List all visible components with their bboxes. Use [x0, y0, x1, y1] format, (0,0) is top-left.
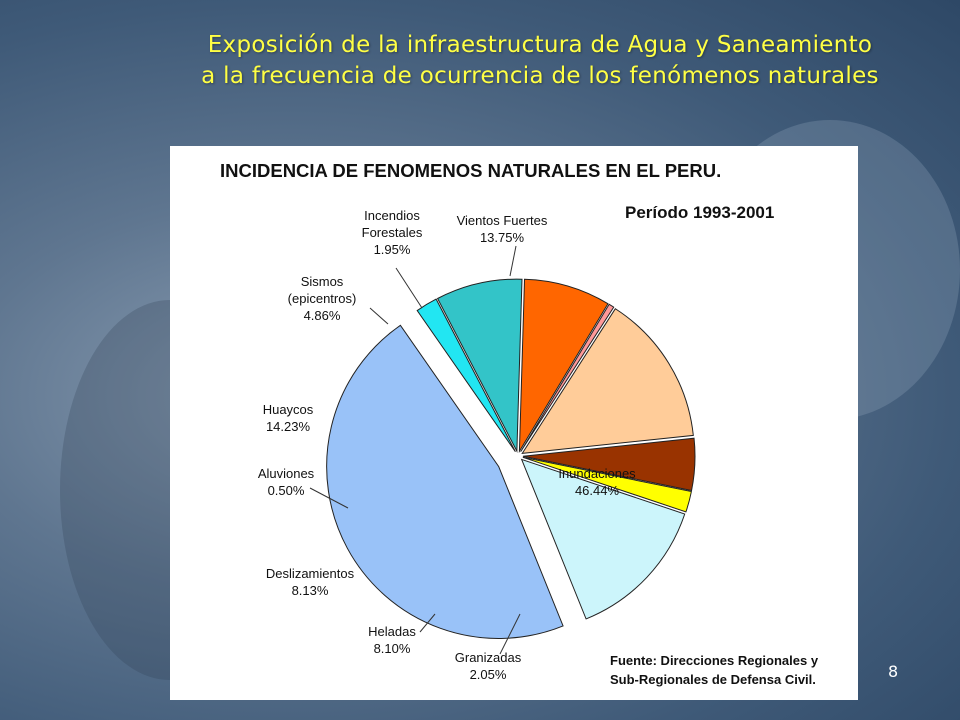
slice-label-huaycos: Huaycos 14.23% [263, 402, 314, 434]
leader-line [509, 245, 517, 277]
page-number: 8 [888, 662, 899, 681]
slide-title: Exposición de la infraestructura de Agua… [150, 30, 930, 92]
slice-label-deslizamientos: Deslizamientos 8.13% [266, 566, 355, 598]
slice-label-incendios-forestales: Incendios Forestales 1.95% [362, 208, 423, 257]
leader-line [419, 613, 436, 633]
leader-line [395, 267, 423, 309]
chart-subtitle: Período 1993-2001 [625, 203, 774, 222]
leader-line [309, 487, 349, 509]
pie-slice-sismos-epicentros [522, 437, 696, 492]
slice-label-heladas: Heladas 8.10% [368, 624, 416, 656]
source-note-line-1: Fuente: Direcciones Regionales y [610, 653, 819, 668]
pie-slice-heladas [436, 278, 523, 454]
slice-label-inundaciones: Inundaciones 46.44% [558, 466, 636, 498]
slice-label-aluviones: Aluviones 0.50% [258, 466, 315, 498]
slice-label-sismos-epicentros: Sismos (epicentros) 4.86% [288, 274, 357, 323]
chart-panel: INCIDENCIA DE FENOMENOS NATURALES EN EL … [170, 146, 858, 700]
pie-slice-inundaciones [326, 324, 564, 639]
source-note-line-2: Sub-Regionales de Defensa Civil. [610, 672, 816, 687]
pie-slice-aluviones [520, 303, 615, 453]
slices-layer [326, 278, 696, 639]
pie-slice-vientos-fuertes [520, 458, 686, 620]
slide-title-line-2: a la frecuencia de ocurrencia de los fen… [201, 63, 879, 89]
slide-title-line-1: Exposición de la infraestructura de Agua… [207, 32, 873, 58]
pie-slice-huaycos [521, 308, 694, 454]
labels-layer: Inundaciones 46.44% Granizadas 2.05% Heladas… [258, 208, 636, 682]
leaders-layer [309, 245, 521, 655]
pie-slice-granizadas [416, 298, 516, 453]
slice-label-vientos-fuertes: Vientos Fuertes 13.75% [457, 213, 548, 245]
leader-line [499, 613, 521, 655]
pie-chart: INCIDENCIA DE FENOMENOS NATURALES EN EL … [220, 160, 819, 687]
slice-label-granizadas: Granizadas 2.05% [455, 650, 522, 682]
leader-line [369, 307, 389, 325]
pie-slice-deslizamientos [518, 278, 609, 454]
pie-slice-incendios-forestales [522, 456, 692, 513]
chart-title: INCIDENCIA DE FENOMENOS NATURALES EN EL … [220, 160, 721, 181]
